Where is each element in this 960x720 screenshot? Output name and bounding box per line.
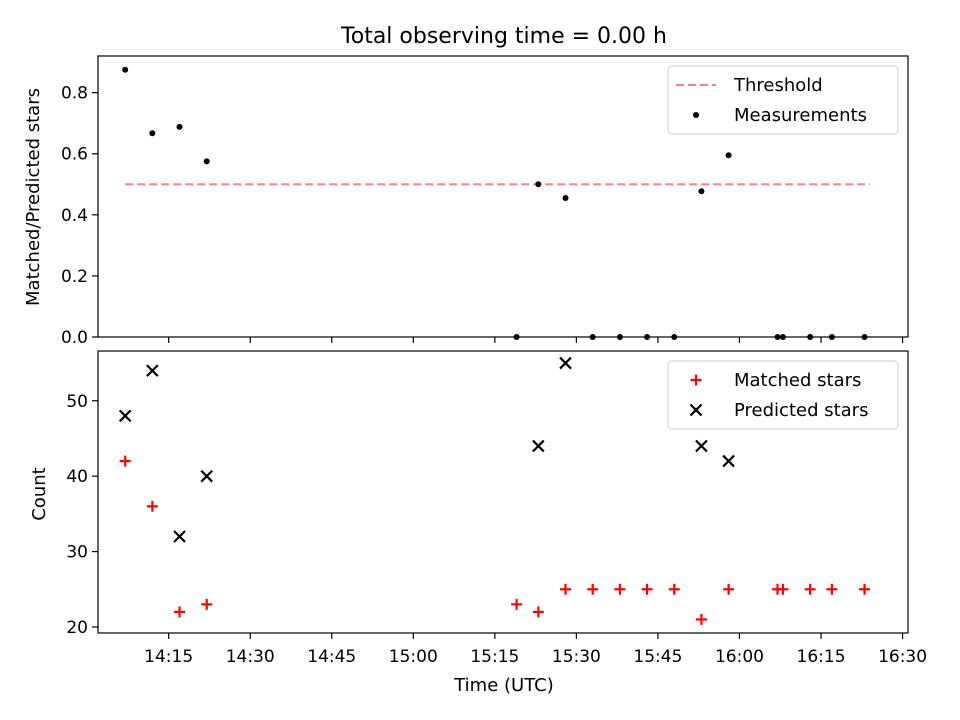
top-panel: 0.0 0.2 0.4 0.6 0.8 Threshold Measurements — [61, 55, 909, 348]
measurement-point — [122, 66, 129, 73]
y-tick-label: 40 — [66, 467, 88, 487]
x-tick-label: 15:15 — [470, 647, 519, 667]
legend-label: Predicted stars — [734, 400, 868, 421]
axes-frame — [97, 55, 909, 338]
x-b — [118, 409, 132, 423]
measurement-point — [671, 334, 678, 340]
matched-star-point — [174, 606, 186, 618]
y-tick-label: 0.8 — [61, 84, 88, 104]
x-b — [173, 530, 186, 543]
measurement-point — [513, 334, 520, 340]
predicted-star-point — [173, 530, 186, 543]
measurement-point — [828, 334, 835, 340]
measurement-point — [698, 188, 705, 195]
bottom-y-axis-label: Count — [29, 467, 50, 520]
predicted-star-point — [559, 356, 572, 370]
matched-star-point — [614, 583, 626, 595]
matched-star-point — [668, 583, 680, 595]
x-tick-label: 16:30 — [878, 647, 927, 667]
y-tick-label: 20 — [66, 618, 88, 638]
matched-star-point — [587, 583, 599, 595]
axes-frame — [97, 350, 909, 634]
predicted-star-point — [695, 439, 708, 453]
x-tick-label: 16:00 — [715, 647, 764, 667]
x-tick-label: 15:30 — [552, 647, 601, 667]
measurement-point — [589, 334, 596, 340]
measurement-point — [203, 158, 210, 165]
measurement-point — [725, 152, 732, 159]
predicted-star-point — [118, 409, 132, 423]
x-b — [559, 356, 572, 370]
x-b — [200, 469, 214, 483]
bottom-panel: 20 30 40 50 14:15 14:30 14:45 15:00 15:15 15:30 15… — [66, 350, 927, 667]
x-tick-label: 14:45 — [307, 647, 356, 667]
chart-title: Total observing time = 0.00 h — [340, 24, 667, 49]
measurement-point — [779, 334, 786, 340]
measurement-point — [644, 334, 651, 340]
measurement-point — [562, 195, 569, 202]
matched-star-point — [859, 583, 871, 595]
predicted-star-point — [532, 439, 545, 453]
matched-star-point — [723, 583, 735, 595]
matched-star-point — [641, 583, 653, 595]
matched-star-point — [560, 583, 572, 595]
measurement-point — [807, 334, 814, 340]
x-b — [722, 454, 735, 468]
matched-star-point — [511, 598, 523, 610]
matched-star-point — [826, 583, 838, 595]
y-tick-label: 50 — [66, 392, 88, 412]
matched-star-point — [777, 583, 789, 595]
y-tick-label: 0.2 — [61, 267, 88, 287]
predicted-star-point — [722, 454, 735, 468]
y-tick-label: 30 — [66, 543, 88, 563]
y-tick-label: 0.0 — [61, 328, 88, 348]
x-b — [146, 364, 159, 377]
legend: Matched stars Predicted stars — [667, 360, 899, 430]
x-b — [695, 439, 708, 453]
legend: Threshold Measurements — [667, 65, 899, 135]
y-tick-label: 0.6 — [61, 145, 88, 165]
x-tick-label: 15:00 — [389, 647, 438, 667]
legend-label: Measurements — [734, 105, 867, 126]
measurement-point — [535, 181, 542, 188]
x-axis-label: Time (UTC) — [453, 675, 554, 696]
measurement-point — [774, 334, 781, 340]
legend-box — [667, 360, 899, 430]
matched-star-point — [695, 613, 707, 625]
x-tick-label: 15:45 — [633, 647, 682, 667]
x-tick-label: 14:15 — [144, 647, 193, 667]
matched-star-point — [119, 455, 131, 467]
measurement-point — [176, 123, 183, 130]
legend-x-swatch — [689, 403, 703, 417]
legend-box — [667, 65, 899, 135]
matched-star-point — [201, 598, 213, 610]
legend-label: Matched stars — [734, 370, 861, 391]
predicted-star-point — [146, 364, 159, 377]
matched-star-point — [532, 606, 544, 618]
matched-star-point — [146, 500, 158, 512]
legend-dot-swatch — [693, 112, 699, 118]
measurement-point — [861, 334, 868, 340]
predicted-star-point — [200, 469, 214, 483]
x-b — [532, 439, 545, 453]
measurement-point — [149, 130, 156, 137]
legend-label: Threshold — [733, 75, 823, 96]
x-tick-label: 16:15 — [797, 647, 846, 667]
measurement-point — [616, 334, 623, 340]
matched-star-point — [804, 583, 816, 595]
x-tick-label: 14:30 — [226, 647, 275, 667]
y-tick-label: 0.4 — [61, 206, 88, 226]
top-y-axis-label: Matched/Predicted stars — [23, 88, 44, 306]
